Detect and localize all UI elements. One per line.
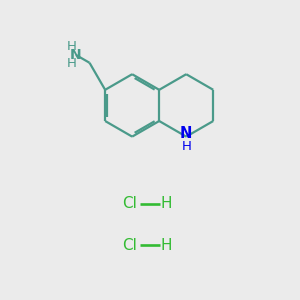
Text: Cl: Cl (122, 196, 136, 211)
Text: H: H (160, 238, 172, 253)
Text: N: N (180, 126, 192, 141)
Text: H: H (160, 196, 172, 211)
Text: H: H (181, 140, 191, 153)
Text: H: H (67, 40, 77, 52)
Text: H: H (67, 57, 77, 70)
Text: N: N (70, 48, 82, 62)
Text: Cl: Cl (122, 238, 136, 253)
